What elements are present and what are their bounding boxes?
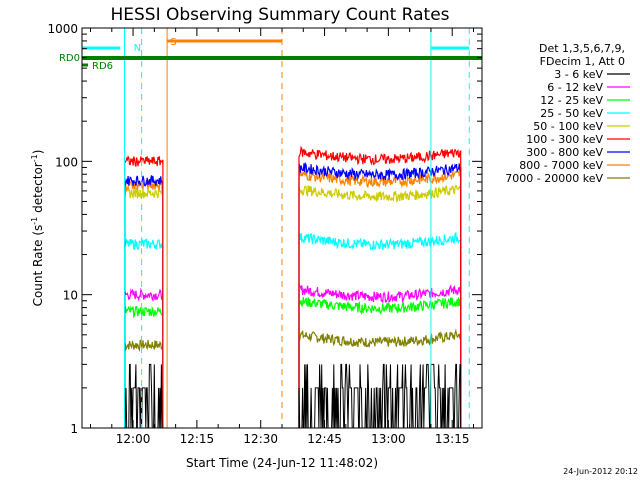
x-tick-label: 13:00 xyxy=(371,432,406,446)
chart-title: HESSI Observing Summary Count Rates xyxy=(110,5,449,25)
legend-header: FDecim 1, Att 0 xyxy=(540,55,625,68)
trace-segment xyxy=(298,145,462,428)
trace-segment xyxy=(298,363,462,428)
trace-segment xyxy=(298,231,462,428)
trace-segment xyxy=(123,305,164,428)
legend-entry-label: 100 - 300 keV xyxy=(526,133,603,146)
x-tick-label: 12:30 xyxy=(243,432,278,446)
trace-segment xyxy=(123,175,164,428)
trace-segment xyxy=(298,328,462,428)
legend-entry-label: 7000 - 20000 keV xyxy=(505,172,603,185)
y-tick-label: 100 xyxy=(55,155,78,169)
legend-entry-label: 25 - 50 keV xyxy=(540,107,603,120)
trace-segment xyxy=(123,237,164,428)
x-tick-label: 13:15 xyxy=(435,432,470,446)
series-25to50keV-line xyxy=(123,231,462,428)
flag-s-label: S xyxy=(170,37,176,48)
legend-entry-label: 3 - 6 keV xyxy=(554,68,603,81)
series-100to300keV-line xyxy=(123,145,462,428)
series-3to6keV-line xyxy=(124,363,462,428)
legend-entry-label: 300 - 800 keV xyxy=(526,146,603,159)
y-tick-label: 1 xyxy=(70,422,78,436)
series-12to25keV-line xyxy=(123,296,462,428)
x-tick-label: 12:15 xyxy=(180,432,215,446)
flag-rd0-label: RD0 xyxy=(59,53,80,64)
trace-segment xyxy=(298,184,462,428)
trace-segment xyxy=(123,154,164,428)
legend-entry-label: 50 - 100 keV xyxy=(533,120,603,133)
legend-entry-label: 12 - 25 keV xyxy=(540,94,603,107)
flag-n-label: N xyxy=(134,43,141,54)
y-tick-label: 10 xyxy=(63,289,78,303)
x-tick-label: 12:45 xyxy=(307,432,342,446)
flag-rd6-label: RD6 xyxy=(92,61,113,72)
y-tick-label: 1000 xyxy=(47,22,78,36)
trace-segment xyxy=(123,186,164,428)
series-7000to20000keV-line xyxy=(123,328,462,428)
y-axis-label: Count Rate (s-1 detector-1) xyxy=(30,150,45,307)
trace-segment xyxy=(298,161,462,428)
trace-segment xyxy=(124,363,163,428)
trace-segment xyxy=(123,287,164,428)
legend-entry-label: 6 - 12 keV xyxy=(547,81,603,94)
series-50to100keV-line xyxy=(123,184,462,428)
trace-segment xyxy=(298,168,462,428)
legend-entry-label: 800 - 7000 keV xyxy=(519,159,603,172)
legend-header: Det 1,3,5,6,7,9, xyxy=(539,42,625,55)
timestamp: 24-Jun-2012 20:12 xyxy=(563,467,638,476)
trace-segment xyxy=(298,296,462,428)
series-6to12keV-line xyxy=(123,283,462,428)
trace-segment xyxy=(123,339,164,428)
x-axis-label: Start Time (24-Jun-12 11:48:02) xyxy=(186,456,378,470)
x-tick-label: 12:00 xyxy=(116,432,151,446)
series-300to800keV-line xyxy=(123,161,462,428)
trace-segment xyxy=(298,283,462,428)
